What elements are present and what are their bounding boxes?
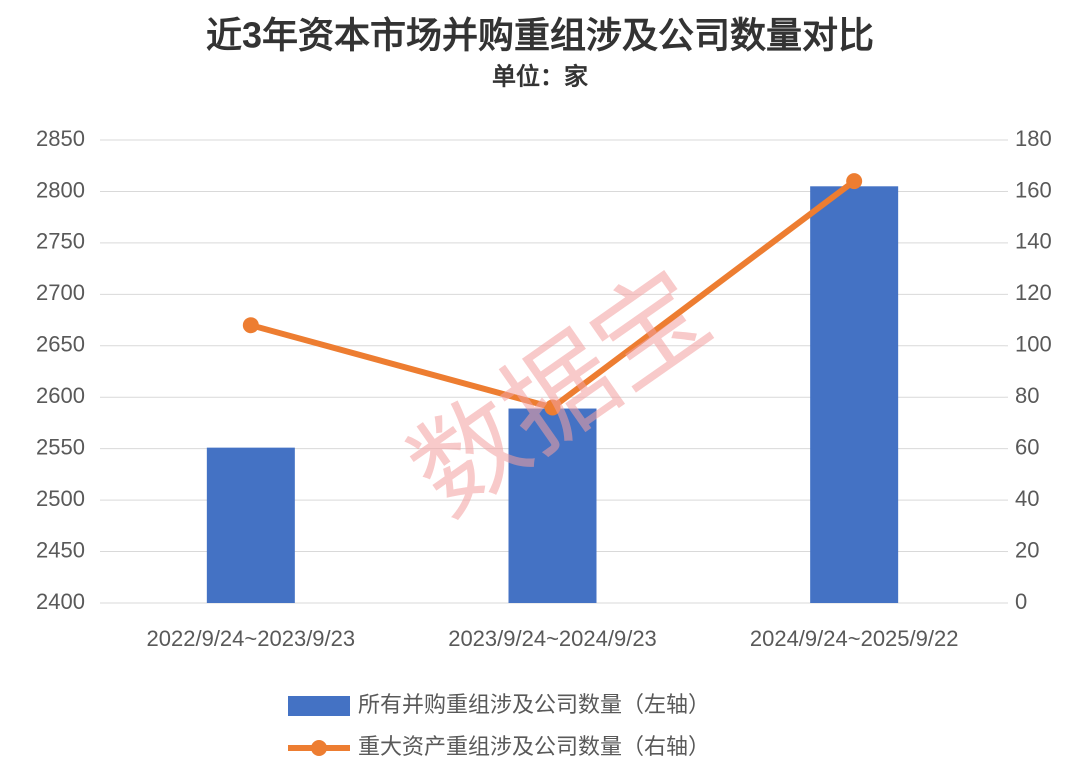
line-point (242, 317, 259, 334)
y2-tick-label: 20 (1015, 537, 1039, 562)
chart-title: 近3年资本市场并购重组涉及公司数量对比 (206, 15, 874, 56)
y-tick-label: 2700 (36, 280, 85, 305)
legend-label: 重大资产重组涉及公司数量（右轴） (358, 734, 710, 759)
y-tick-label: 2450 (36, 537, 85, 562)
y2-tick-label: 60 (1015, 434, 1039, 459)
y-tick-label: 2800 (36, 177, 85, 202)
line-point (544, 399, 561, 416)
y2-tick-label: 180 (1015, 126, 1052, 151)
y-tick-label: 2550 (36, 434, 85, 459)
y2-tick-label: 120 (1015, 280, 1052, 305)
legend-label: 所有并购重组涉及公司数量（左轴） (358, 692, 710, 717)
chart-subtitle: 单位：家 (492, 62, 588, 90)
x-tick-label: 2024/9/24~2025/9/22 (750, 626, 959, 651)
bar (206, 447, 295, 603)
y-tick-label: 2850 (36, 126, 85, 151)
y2-tick-label: 160 (1015, 177, 1052, 202)
y2-tick-label: 40 (1015, 486, 1039, 511)
y-tick-label: 2400 (36, 589, 85, 614)
legend-swatch (311, 740, 327, 756)
x-tick-label: 2022/9/24~2023/9/23 (147, 626, 356, 651)
y-tick-label: 2600 (36, 383, 85, 408)
y-tick-label: 2500 (36, 486, 85, 511)
line-point (846, 173, 863, 190)
y-tick-label: 2750 (36, 229, 85, 254)
x-tick-label: 2023/9/24~2024/9/23 (448, 626, 657, 651)
y2-tick-label: 0 (1015, 589, 1027, 614)
bar (810, 186, 899, 604)
y2-tick-label: 80 (1015, 383, 1039, 408)
y2-tick-label: 140 (1015, 229, 1052, 254)
y2-tick-label: 100 (1015, 332, 1052, 357)
legend-swatch (288, 696, 350, 716)
y-tick-label: 2650 (36, 332, 85, 357)
bar (508, 408, 597, 603)
